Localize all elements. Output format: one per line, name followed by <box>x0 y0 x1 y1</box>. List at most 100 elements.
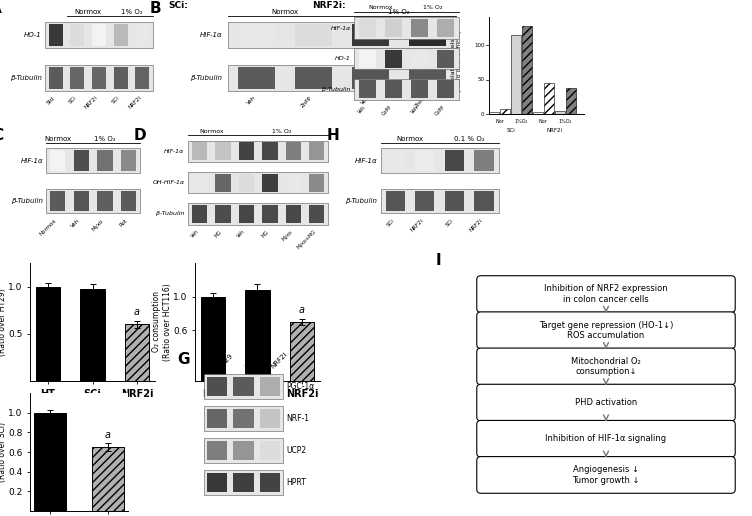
Bar <box>354 18 459 39</box>
Bar <box>415 150 435 171</box>
Text: 1%O₂: 1%O₂ <box>515 119 528 124</box>
Bar <box>49 67 63 89</box>
Bar <box>260 473 280 492</box>
Bar <box>409 67 446 89</box>
Bar <box>92 24 106 46</box>
Bar <box>475 150 493 171</box>
Text: β-Tubulin: β-Tubulin <box>345 198 378 204</box>
Bar <box>245 290 270 381</box>
Text: CoPP: CoPP <box>381 105 393 117</box>
Text: NRF2i: NRF2i <box>469 218 484 233</box>
Bar <box>438 50 454 68</box>
Bar <box>500 109 510 114</box>
Text: Std: Std <box>46 95 56 105</box>
Text: β-Tubulin: β-Tubulin <box>323 87 351 92</box>
Text: Veh: Veh <box>246 95 256 106</box>
Text: UCP2: UCP2 <box>287 446 306 455</box>
Bar <box>192 174 208 191</box>
Text: 100: 100 <box>474 43 484 47</box>
Bar <box>475 191 493 212</box>
Text: Inhibition of HIF-1α signaling: Inhibition of HIF-1α signaling <box>545 434 666 443</box>
Bar <box>286 174 301 191</box>
Bar <box>490 112 499 114</box>
Y-axis label: O₂ consumption
(Ratio over HT29): O₂ consumption (Ratio over HT29) <box>0 288 7 356</box>
Bar <box>125 325 150 381</box>
FancyBboxPatch shape <box>477 348 735 385</box>
Bar <box>188 172 329 193</box>
Text: Relative levels
(Ratio over vehicle): Relative levels (Ratio over vehicle) <box>451 30 462 92</box>
Bar <box>409 24 446 46</box>
Text: Veh: Veh <box>357 105 367 115</box>
Bar <box>238 24 275 46</box>
Bar <box>359 50 376 68</box>
Text: Nor: Nor <box>539 119 548 124</box>
Bar <box>188 203 329 224</box>
Bar <box>74 150 89 171</box>
Text: 0.1 % O₂: 0.1 % O₂ <box>454 136 484 142</box>
Bar <box>286 205 301 223</box>
Bar <box>411 50 428 68</box>
Bar <box>544 83 553 114</box>
Text: β-Tubulin: β-Tubulin <box>10 75 42 80</box>
Bar <box>114 67 128 89</box>
Bar <box>359 80 376 99</box>
Bar <box>260 409 280 428</box>
Bar <box>385 19 402 37</box>
Y-axis label: ATP contents
(Ratio over SCi): ATP contents (Ratio over SCi) <box>0 422 7 482</box>
Bar <box>35 413 66 511</box>
Bar <box>192 205 208 223</box>
Bar <box>238 67 275 89</box>
Bar <box>444 150 464 171</box>
Bar <box>71 67 84 89</box>
Text: MG: MG <box>261 229 270 238</box>
Text: a: a <box>299 305 305 315</box>
Bar <box>46 189 141 214</box>
Bar <box>354 79 459 100</box>
Bar <box>239 142 254 160</box>
Text: NRF2i: NRF2i <box>410 218 425 233</box>
Bar <box>188 140 329 162</box>
Text: NRF2i: NRF2i <box>270 351 289 369</box>
Y-axis label: O₂ consumption
(Ratio over HCT116): O₂ consumption (Ratio over HCT116) <box>152 283 171 361</box>
Text: HIF-1α: HIF-1α <box>20 158 43 164</box>
Bar <box>204 438 284 463</box>
Bar <box>216 142 231 160</box>
Bar <box>260 441 280 460</box>
Text: HT29: HT29 <box>217 352 234 369</box>
Text: SCi: SCi <box>111 95 120 105</box>
Text: Inhibition of NRF2 expression
in colon cancer cells: Inhibition of NRF2 expression in colon c… <box>544 284 668 304</box>
Text: SCi: SCi <box>386 218 396 228</box>
Bar <box>352 24 389 46</box>
Bar <box>239 174 254 191</box>
Text: Normox: Normox <box>368 5 393 10</box>
Text: 1% O₂: 1% O₂ <box>94 136 116 142</box>
Text: Myxo: Myxo <box>280 229 293 241</box>
Text: Myxo: Myxo <box>91 218 105 232</box>
Text: β-Tubulin: β-Tubulin <box>156 212 184 216</box>
Bar <box>262 142 277 160</box>
Text: HIF-1α: HIF-1α <box>355 158 378 164</box>
Text: 1% O₂: 1% O₂ <box>120 9 142 15</box>
Text: ZnPP: ZnPP <box>300 95 314 108</box>
Bar <box>555 111 565 114</box>
Bar <box>216 205 231 223</box>
Text: HIF-1α: HIF-1α <box>331 26 351 30</box>
Text: HPRT: HPRT <box>287 478 306 487</box>
Text: Normox: Normox <box>44 136 71 142</box>
Text: 50: 50 <box>478 77 484 82</box>
Bar <box>228 64 456 91</box>
Text: HIF-1α: HIF-1α <box>199 32 222 38</box>
Bar <box>121 191 136 212</box>
Text: I: I <box>435 253 441 268</box>
Bar <box>35 286 60 381</box>
Bar <box>121 150 136 171</box>
Bar <box>204 374 284 398</box>
Bar <box>385 80 402 99</box>
Bar <box>352 67 389 89</box>
Text: 1% O₂: 1% O₂ <box>388 9 410 15</box>
Text: HO-1: HO-1 <box>24 32 42 38</box>
Text: a: a <box>105 430 111 440</box>
Bar <box>49 24 63 46</box>
Bar <box>45 22 153 48</box>
Text: OH-HIF-1α: OH-HIF-1α <box>152 180 184 185</box>
